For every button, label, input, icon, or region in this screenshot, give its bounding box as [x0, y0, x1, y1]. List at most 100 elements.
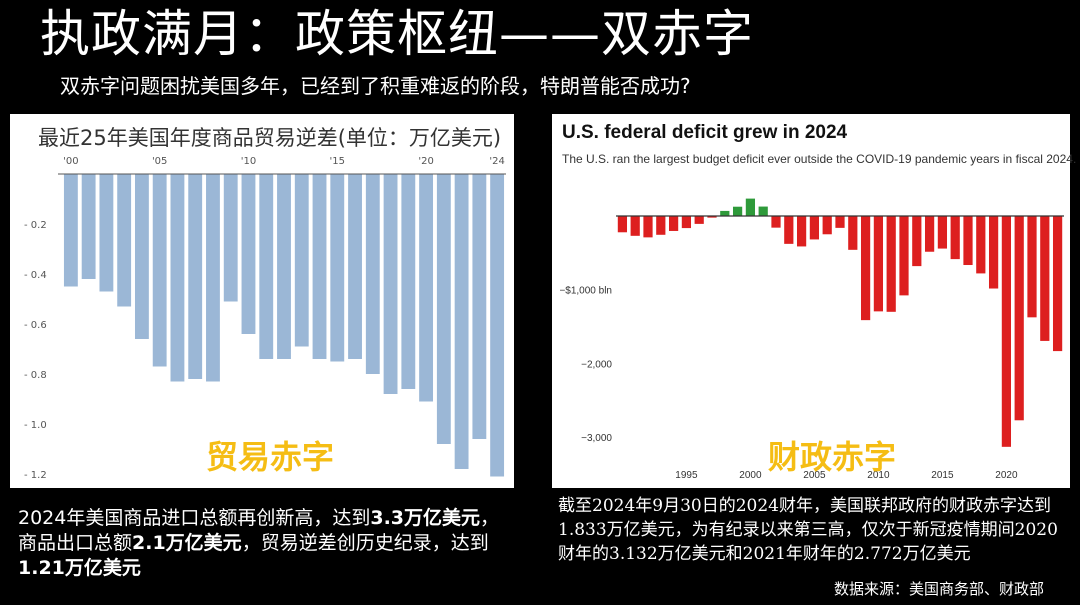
trade-deficit-bar	[134, 174, 149, 339]
fiscal-x-tick-label: 2005	[803, 470, 826, 481]
trade-deficit-bar	[99, 174, 114, 292]
trade-deficit-bar	[223, 174, 238, 302]
deficit-bar	[771, 216, 781, 228]
deficit-bar	[656, 216, 666, 235]
deficit-bar	[796, 216, 807, 247]
trade-y-tick-label: - 0.2	[24, 220, 47, 231]
trade-deficit-chart: '00 '05 '10 '15 '20 '24 - 0.2 - 0.4 - 0.6 - 0.8 - …	[24, 156, 506, 481]
trade-deficit-bar	[401, 174, 416, 389]
deficit-bar	[976, 216, 986, 274]
deficit-bar	[1052, 216, 1063, 352]
trade-y-tick-label: - 0.4	[24, 270, 47, 281]
trade-deficit-bar	[117, 174, 132, 307]
fiscal-deficit-note: 截至2024年9月30日的2024财年，美国联邦政府的财政赤字达到1.833万亿…	[558, 496, 1058, 564]
deficit-bar	[1001, 216, 1012, 447]
trade-deficit-label: 贸易赤字	[206, 438, 335, 476]
deficit-bar	[899, 216, 909, 296]
fiscal-x-tick-label: 2000	[739, 470, 762, 481]
note-highlight: 2.1万亿美元	[132, 532, 242, 554]
deficit-bar	[1027, 216, 1037, 318]
trade-deficit-note: 2024年美国商品进口总额再创新高，达到3.3万亿美元，商品出口总额2.1万亿美…	[18, 506, 518, 581]
deficit-bar	[643, 216, 653, 238]
trade-deficit-bar	[170, 174, 185, 382]
trade-deficit-bar	[312, 174, 327, 359]
surplus-bar	[720, 210, 730, 216]
trade-deficit-bar	[259, 174, 274, 359]
trade-x-tick-label: '10	[241, 156, 256, 167]
deficit-bar	[809, 216, 820, 240]
deficit-bar	[681, 216, 692, 229]
note-text: 2024年美国商品进口总额再创新高，达到	[18, 507, 371, 529]
trade-y-tick-label: - 0.8	[24, 370, 47, 381]
trade-y-tick-label: - 0.6	[24, 320, 47, 331]
fiscal-chart-subtitle: The U.S. ran the largest budget deficit …	[562, 152, 1077, 166]
deficit-bar	[873, 216, 884, 312]
deficit-bar	[912, 216, 922, 267]
deficit-bar	[707, 216, 717, 218]
trade-y-tick-label: - 1.2	[24, 470, 47, 481]
trade-deficit-bar	[454, 174, 469, 469]
fiscal-chart-title: U.S. federal deficit grew in 2024	[562, 122, 848, 143]
trade-deficit-bar	[383, 174, 398, 394]
fiscal-y-tick-label: −2,000	[581, 359, 612, 370]
trade-deficit-bar	[277, 174, 291, 359]
trade-deficit-bar	[436, 174, 451, 444]
fiscal-deficit-label: 财政赤字	[768, 438, 897, 476]
fiscal-y-tick-label: −$1,000 bln	[559, 286, 612, 297]
deficit-bar	[1040, 216, 1050, 341]
note-highlight: 1.21万亿美元	[18, 557, 141, 579]
deficit-bar	[835, 216, 845, 228]
deficit-bar	[848, 216, 858, 250]
deficit-bar	[822, 216, 832, 235]
trade-deficit-bar	[63, 174, 78, 287]
surplus-bar	[745, 198, 756, 216]
surplus-bar	[732, 206, 743, 216]
trade-deficit-bar	[490, 174, 505, 477]
page-title: 执政满月：政策枢纽——双赤字	[40, 5, 754, 63]
deficit-bar	[937, 216, 948, 249]
surplus-bar	[758, 206, 768, 216]
trade-x-tick-label: '15	[330, 156, 345, 167]
trade-chart-title: 最近25年美国年度商品贸易逆差(单位：万亿美元)	[38, 126, 502, 150]
trade-deficit-bar	[348, 174, 362, 359]
fiscal-x-tick-label: 2015	[931, 470, 954, 481]
note-highlight: 3.3万亿美元	[370, 507, 481, 529]
deficit-bar	[950, 216, 960, 260]
deficit-bar	[924, 216, 935, 252]
fiscal-x-tick-label: 1995	[675, 470, 698, 481]
deficit-bar	[1014, 216, 1024, 421]
trade-x-tick-label: '05	[152, 156, 167, 167]
trade-x-tick-label: '24	[489, 156, 504, 167]
fiscal-x-tick-label: 2010	[867, 470, 890, 481]
deficit-bar	[668, 216, 679, 231]
trade-deficit-bar	[472, 174, 487, 439]
deficit-bar	[784, 216, 794, 244]
trade-deficit-bar	[419, 174, 434, 402]
page-subtitle: 双赤字问题困扰美国多年，已经到了积重难返的阶段，特朗普能否成功?	[60, 74, 691, 98]
trade-y-tick-label: - 1.0	[24, 420, 47, 431]
trade-deficit-bar	[365, 174, 380, 374]
fiscal-deficit-chart: −$1,000 bln −2,000 −3,000 1995 2000 2005 2010 2…	[559, 198, 1064, 481]
deficit-bar	[694, 216, 704, 224]
fiscal-deficit-panel: −$1,000 bln −2,000 −3,000 1995 2000 2005 2010 2…	[552, 114, 1076, 488]
deficit-bar	[988, 216, 999, 289]
fiscal-x-tick-label: 2020	[995, 470, 1018, 481]
trade-deficit-bar	[294, 174, 309, 347]
trade-x-tick-label: '20	[418, 156, 433, 167]
deficit-bar	[963, 216, 973, 266]
trade-deficit-bar	[241, 174, 256, 334]
trade-deficit-panel: '00 '05 '10 '15 '20 '24 - 0.2 - 0.4 - 0.6 - 0.8 - …	[10, 114, 514, 488]
deficit-bar	[617, 216, 628, 233]
fiscal-y-tick-label: −3,000	[581, 433, 612, 444]
deficit-bar	[886, 216, 896, 312]
trade-deficit-bar	[206, 174, 220, 382]
note-text: ，贸易逆差创历史纪录，达到	[241, 532, 489, 554]
trade-x-tick-label: '00	[63, 156, 78, 167]
deficit-bar	[860, 216, 871, 321]
trade-deficit-bar	[81, 174, 96, 279]
trade-deficit-bar	[152, 174, 167, 367]
data-source: 数据来源：美国商务部、财政部	[834, 580, 1045, 598]
trade-deficit-bar	[330, 174, 345, 362]
trade-deficit-bar	[188, 174, 203, 379]
note-text: ，商品出口总额	[18, 507, 500, 554]
